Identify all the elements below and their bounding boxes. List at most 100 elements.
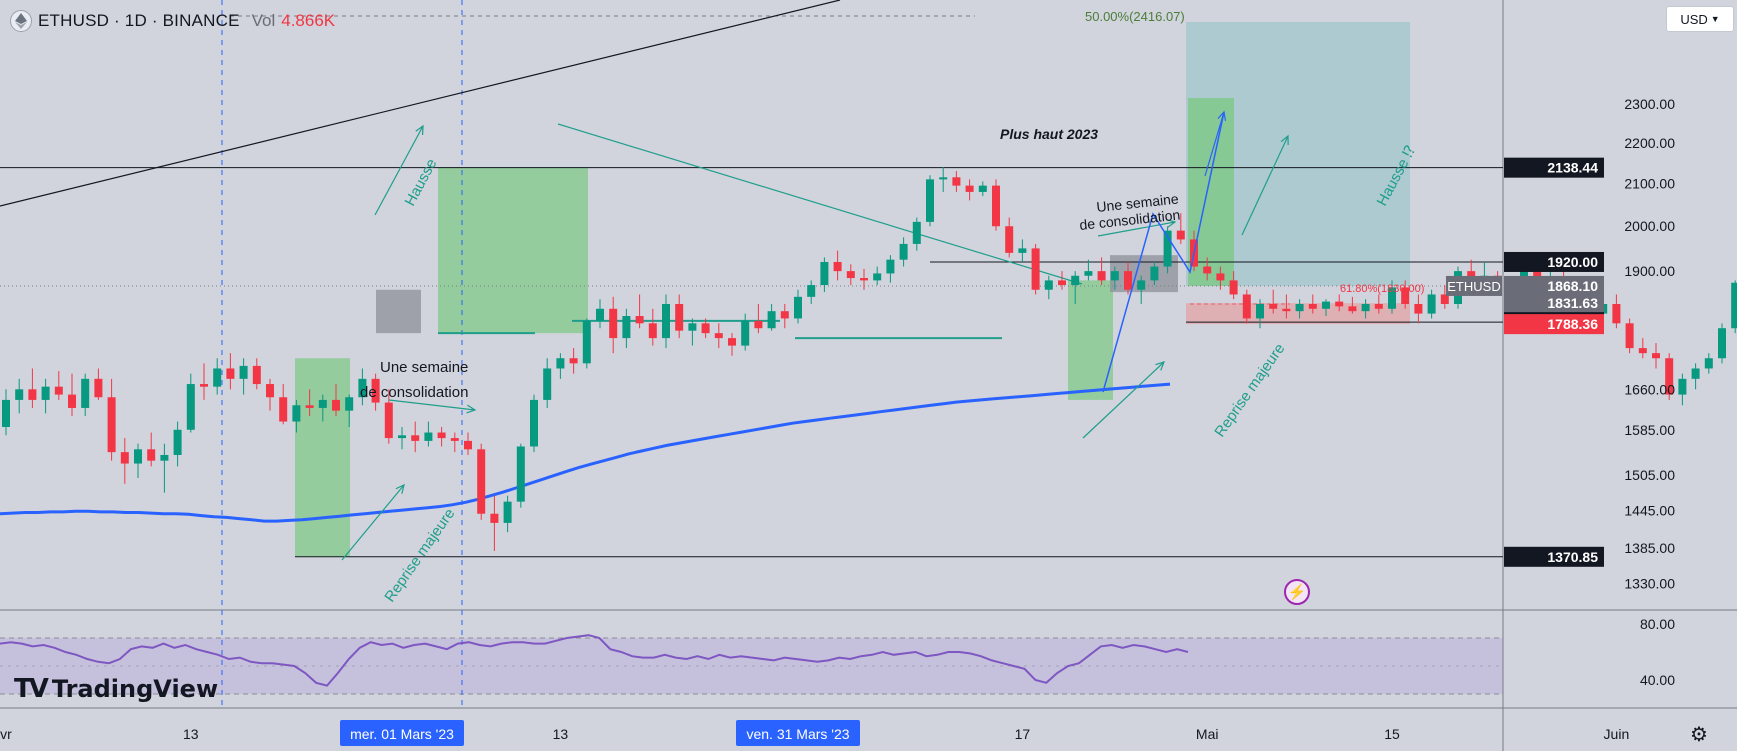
price-label-bg bbox=[1504, 157, 1604, 178]
candle-body bbox=[1176, 230, 1185, 240]
candle-body bbox=[1295, 303, 1304, 312]
candle-body bbox=[965, 185, 974, 192]
candle-body bbox=[345, 397, 354, 411]
reprise-arrow-2-head bbox=[1155, 361, 1166, 371]
rsi-tick-label: 40.00 bbox=[1640, 672, 1675, 688]
candle-body bbox=[886, 259, 895, 274]
candle-body bbox=[252, 365, 261, 385]
symbol-title[interactable]: ETHUSD · 1D · BINANCE bbox=[38, 11, 240, 30]
candle-body bbox=[1018, 248, 1027, 253]
candle-body bbox=[305, 405, 314, 408]
candle-body bbox=[279, 397, 288, 422]
candle-body bbox=[1031, 248, 1040, 290]
candle-body bbox=[1401, 287, 1410, 304]
candle-body bbox=[688, 323, 697, 331]
annotation-consolidation-1a: Une semaine bbox=[380, 359, 468, 376]
candle-body bbox=[1414, 303, 1423, 314]
candle-body bbox=[464, 440, 472, 450]
candle-body bbox=[1005, 226, 1014, 253]
candle-body bbox=[226, 368, 235, 379]
candle-body bbox=[1150, 266, 1159, 281]
currency-selector[interactable]: USD ▼ bbox=[1666, 6, 1734, 32]
candle-body bbox=[992, 185, 1000, 227]
candle-body bbox=[1678, 378, 1687, 395]
candle-body bbox=[41, 386, 50, 400]
candle-body bbox=[200, 384, 208, 387]
candle-body bbox=[912, 221, 921, 244]
gear-icon[interactable]: ⚙ bbox=[1690, 724, 1708, 746]
currency-label: USD bbox=[1680, 11, 1708, 27]
candle-body bbox=[926, 179, 934, 222]
hausse-question-arrow-head bbox=[1280, 134, 1289, 146]
candle-body bbox=[398, 435, 406, 439]
time-tick-label: Juin bbox=[1604, 726, 1630, 742]
consolidation-arrow-1-head bbox=[466, 404, 477, 414]
candle-body bbox=[596, 308, 604, 321]
tradingview-mark-icon: TV bbox=[14, 674, 49, 704]
candle-body bbox=[899, 243, 908, 260]
candle-body bbox=[609, 308, 618, 339]
candle-body bbox=[160, 454, 169, 461]
candle-body bbox=[556, 358, 565, 369]
candle-body bbox=[54, 386, 63, 395]
candle-body bbox=[213, 368, 222, 387]
candle-body bbox=[1282, 308, 1291, 312]
volume-value: 4.866K bbox=[281, 11, 336, 30]
candle-body bbox=[846, 271, 855, 279]
reprise-arrow-2 bbox=[1082, 361, 1165, 439]
candle-body bbox=[582, 320, 591, 364]
candle-body bbox=[1361, 303, 1370, 312]
candle-body bbox=[28, 389, 37, 400]
symbol-tag: ETHUSD bbox=[1447, 279, 1500, 294]
candle-body bbox=[1427, 294, 1436, 314]
downtrend-line bbox=[557, 123, 1083, 285]
ethereum-icon bbox=[10, 10, 32, 32]
candle-body bbox=[1691, 368, 1700, 379]
green-zone-2 bbox=[438, 167, 588, 334]
hausse-arrow-head bbox=[415, 124, 424, 136]
candle-body bbox=[860, 278, 868, 281]
candle-body bbox=[952, 177, 961, 186]
price-tick-label: 2000.00 bbox=[1624, 218, 1675, 234]
candle-body bbox=[1612, 303, 1621, 324]
symbol-tag-bg bbox=[1446, 275, 1502, 296]
candle-body bbox=[780, 311, 789, 319]
candle-body bbox=[1137, 280, 1146, 290]
candle-body bbox=[490, 513, 499, 523]
reprise-arrow-1 bbox=[341, 484, 405, 561]
candle-body bbox=[477, 449, 486, 514]
lightning-icon[interactable]: ⚡ bbox=[1284, 579, 1310, 605]
rsi-tick-label: 80.00 bbox=[1640, 616, 1675, 632]
candle-body bbox=[1071, 275, 1080, 286]
candle-body bbox=[1203, 266, 1212, 274]
rsi-line bbox=[0, 634, 1189, 687]
price-tick-label: 2300.00 bbox=[1624, 96, 1675, 112]
candle-body bbox=[662, 303, 670, 339]
candle-body bbox=[622, 316, 631, 339]
price-label: 1370.85 bbox=[1547, 549, 1598, 565]
price-tick-label: 2100.00 bbox=[1624, 176, 1675, 192]
candle-body bbox=[635, 316, 644, 324]
candle-body bbox=[1665, 358, 1674, 395]
consolidation-box-1 bbox=[376, 289, 421, 334]
candle-body bbox=[186, 384, 195, 430]
candle-body bbox=[1229, 280, 1238, 295]
candle-body bbox=[530, 399, 538, 447]
candle-body bbox=[569, 358, 578, 364]
candle-body bbox=[1348, 306, 1357, 312]
candle-body bbox=[1163, 230, 1172, 267]
candle-body bbox=[1374, 303, 1383, 309]
candle-body bbox=[741, 320, 750, 346]
candle-body bbox=[120, 452, 129, 464]
candle-body bbox=[1256, 303, 1264, 319]
candle-body bbox=[2, 399, 10, 428]
candle-body bbox=[794, 296, 802, 319]
candle-body bbox=[239, 365, 248, 379]
candle-body bbox=[1335, 301, 1344, 307]
candle-body bbox=[318, 399, 327, 408]
candle-body bbox=[675, 303, 684, 331]
candle-body bbox=[266, 384, 274, 398]
price-tick-label: 1660.00 bbox=[1624, 381, 1675, 397]
tradingview-logo[interactable]: TV TradingView bbox=[14, 674, 218, 704]
